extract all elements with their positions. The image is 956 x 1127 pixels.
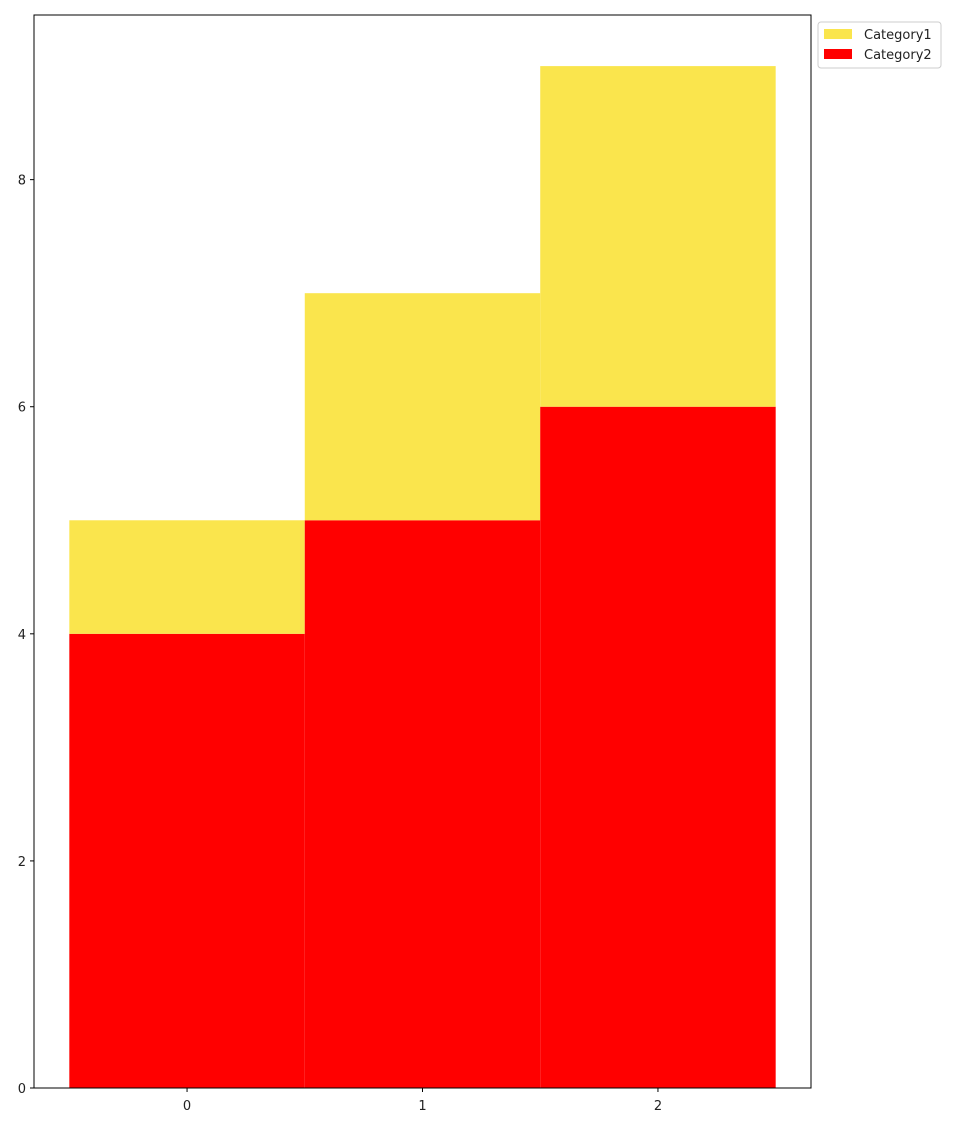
legend-swatch-category1 [824,29,852,39]
legend: Category1 Category2 [817,21,942,69]
legend-label-category1: Category1 [864,28,932,43]
y-tick-label: 8 [18,174,26,189]
y-tick-label: 0 [18,1082,26,1097]
x-tick-label: 1 [418,1099,426,1114]
y-tick-label: 4 [18,628,26,643]
y-tick-label: 2 [18,855,26,870]
y-axis: 0 2 4 6 8 [18,174,34,1097]
bars-layer [69,66,776,1088]
legend-swatch-category2 [824,49,852,59]
y-tick-label: 6 [18,401,26,416]
bar-category2-1 [304,520,541,1088]
bar-category1-0 [69,520,305,634]
x-axis: 0 1 2 [183,1088,662,1114]
x-tick-label: 2 [654,1099,662,1114]
bar-category2-0 [69,633,305,1088]
bar-category2-2 [540,406,776,1088]
bar-category1-1 [304,293,541,521]
legend-label-category2: Category2 [864,48,932,63]
bar-category1-2 [540,66,776,407]
x-tick-label: 0 [183,1099,191,1114]
